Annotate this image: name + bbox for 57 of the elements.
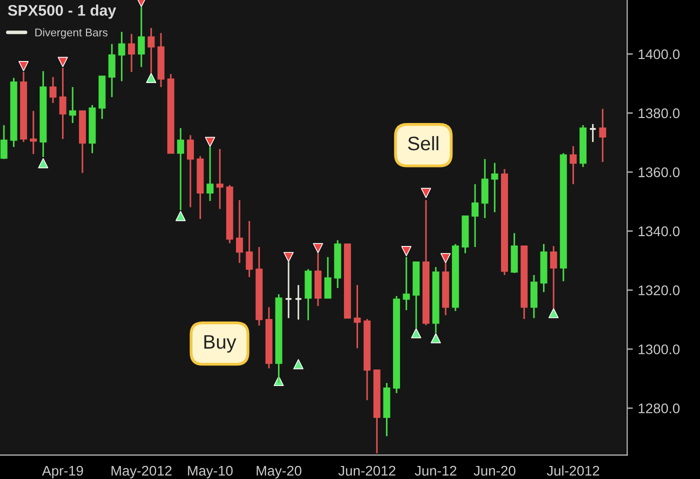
chart-title: SPX500 - 1 day bbox=[8, 4, 116, 19]
candlestick bbox=[69, 86, 76, 124]
x-tick-label: May-20 bbox=[256, 466, 302, 478]
x-tick-label: Jul-2012 bbox=[546, 465, 600, 476]
candlestick bbox=[354, 284, 361, 349]
point bbox=[204, 136, 216, 148]
y-tick-label: 1300.0 bbox=[638, 344, 680, 354]
candlestick bbox=[491, 162, 498, 213]
y-tick-label: 1360.0 bbox=[638, 167, 680, 178]
x-tick-label: May-2012 bbox=[112, 466, 172, 478]
candlestick bbox=[50, 76, 56, 104]
candlestick bbox=[186, 134, 194, 208]
candlestick bbox=[128, 33, 136, 73]
point bbox=[440, 253, 451, 264]
candlestick bbox=[599, 108, 606, 163]
y-tick-label: 1320.0 bbox=[638, 285, 680, 296]
point bbox=[430, 333, 441, 344]
x-tick-label: Jun-20 bbox=[474, 466, 516, 476]
point bbox=[38, 158, 48, 168]
point bbox=[18, 61, 29, 72]
point bbox=[176, 210, 186, 222]
candlestick bbox=[472, 183, 479, 248]
candlestick bbox=[402, 256, 410, 311]
annotation: Buy bbox=[204, 335, 236, 353]
point bbox=[58, 56, 68, 68]
y-tick-label: 1340.0 bbox=[638, 226, 680, 236]
point bbox=[401, 246, 412, 256]
candlestick bbox=[236, 199, 243, 264]
point bbox=[293, 359, 304, 370]
x-tick-label: Jun-2012 bbox=[338, 466, 396, 476]
point bbox=[420, 188, 432, 198]
point bbox=[283, 252, 294, 262]
point bbox=[146, 72, 156, 83]
candlestick bbox=[570, 145, 577, 185]
point bbox=[411, 328, 422, 338]
y-tick-label: 1380.0 bbox=[638, 108, 680, 118]
candlestick bbox=[30, 110, 37, 155]
candlestick bbox=[481, 158, 488, 219]
annotation: Sell bbox=[408, 136, 438, 150]
candlestick bbox=[108, 43, 116, 98]
x-tick-label: May-10 bbox=[188, 466, 233, 478]
candlestick bbox=[0, 124, 8, 160]
y-tick-label: 1280.0 bbox=[638, 403, 680, 414]
candlestick bbox=[324, 256, 332, 299]
x-tick-label: Jun-12 bbox=[414, 466, 456, 476]
candlestick bbox=[246, 220, 253, 278]
candlestick bbox=[216, 148, 224, 210]
point bbox=[548, 308, 559, 318]
y-tick-label: 1400.0 bbox=[638, 49, 680, 60]
candlestick bbox=[59, 67, 66, 140]
candlestick bbox=[588, 123, 597, 143]
x-tick-label: Apr-19 bbox=[42, 466, 84, 478]
legend-label: Divergent Bars bbox=[35, 28, 108, 39]
point bbox=[312, 243, 324, 254]
candlestick bbox=[177, 127, 184, 211]
candlestick bbox=[294, 284, 302, 320]
candlestick bbox=[118, 31, 126, 82]
